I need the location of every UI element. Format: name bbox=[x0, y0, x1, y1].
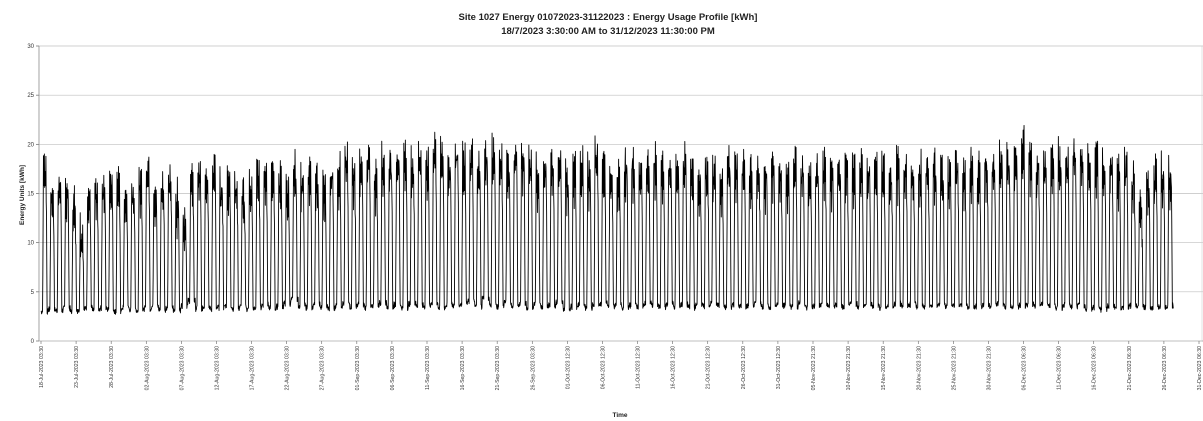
x-tick-label: 21-Dec-2023 06:30 bbox=[1127, 346, 1133, 391]
x-tick-label: 01-Sep-2023 03:30 bbox=[355, 346, 361, 391]
x-tick-label: 26-Dec-2023 06:30 bbox=[1162, 346, 1168, 391]
x-tick-label: 25-Nov-2023 21:30 bbox=[951, 346, 957, 391]
x-tick-label: 11-Dec-2023 06:30 bbox=[1057, 346, 1063, 390]
x-tick-label: 06-Oct-2023 12:30 bbox=[600, 346, 606, 389]
x-tick-label: 06-Dec-2023 06:30 bbox=[1022, 346, 1028, 391]
y-tick-label: 10 bbox=[27, 241, 34, 247]
x-tick-label: 20-Nov-2023 21:30 bbox=[916, 346, 922, 391]
x-tick-label: 31-Dec-2023 06:30 bbox=[1197, 346, 1203, 391]
x-tick-label: 21-Oct-2023 12:30 bbox=[706, 346, 712, 389]
x-tick-label: 16-Sep-2023 03:30 bbox=[460, 346, 466, 391]
y-axis-title: Energy Units [kWh] bbox=[19, 165, 26, 225]
chart-subtitle: 18/7/2023 3:30:00 AM to 31/12/2023 11:30… bbox=[501, 26, 715, 37]
x-tick-label: 07-Aug-2023 03:30 bbox=[179, 346, 185, 391]
y-tick-label: 30 bbox=[27, 44, 34, 50]
x-tick-label: 06-Sep-2023 03:30 bbox=[390, 346, 396, 391]
y-axis: 0 5 10 15 20 25 30 bbox=[27, 44, 40, 345]
x-tick-label: 21-Sep-2023 03:30 bbox=[495, 346, 501, 391]
x-tick-label: 16-Dec-2023 06:30 bbox=[1092, 346, 1098, 391]
y-tick-label: 5 bbox=[31, 290, 35, 296]
y-tick-label: 0 bbox=[31, 339, 35, 345]
x-tick-label: 22-Aug-2023 03:30 bbox=[285, 346, 291, 391]
x-tick-label: 30-Nov-2023 21:30 bbox=[986, 346, 992, 391]
energy-series-line bbox=[40, 124, 1174, 315]
y-tick-label: 20 bbox=[27, 142, 34, 148]
x-tick-label: 15-Nov-2023 21:30 bbox=[881, 346, 887, 391]
x-tick-label: 12-Aug-2023 03:30 bbox=[214, 346, 220, 391]
x-tick-label: 18-Jul-2023 03:30 bbox=[39, 346, 45, 388]
x-tick-label: 23-Jul-2023 03:30 bbox=[74, 346, 80, 388]
chart-title: Site 1027 Energy 01072023-31122023 : Ene… bbox=[459, 12, 758, 23]
x-tick-label: 16-Oct-2023 12:30 bbox=[671, 346, 677, 389]
x-tick-label: 17-Aug-2023 03:30 bbox=[250, 346, 256, 391]
x-tick-label: 31-Oct-2023 12:30 bbox=[776, 346, 782, 389]
y-tick-label: 25 bbox=[27, 93, 34, 99]
x-axis: 18-Jul-2023 03:30 23-Jul-2023 03:30 28-Jul… bbox=[39, 341, 1203, 390]
y-tick-label: 15 bbox=[27, 192, 34, 198]
x-tick-label: 26-Sep-2023 03:30 bbox=[530, 346, 536, 391]
x-tick-label: 01-Oct-2023 12:30 bbox=[565, 346, 571, 389]
x-tick-label: 10-Nov-2023 21:30 bbox=[846, 346, 852, 391]
x-axis-title: Time bbox=[612, 412, 627, 419]
x-tick-label: 02-Aug-2023 03:30 bbox=[144, 346, 150, 391]
plot-area bbox=[40, 124, 1174, 315]
x-tick-label: 26-Oct-2023 12:30 bbox=[741, 346, 747, 389]
x-tick-label: 11-Oct-2023 12:30 bbox=[636, 346, 642, 389]
x-tick-label: 28-Jul-2023 03:30 bbox=[109, 346, 115, 388]
x-tick-label: 11-Sep-2023 03:30 bbox=[425, 346, 431, 390]
x-tick-label: 05-Nov-2023 21:30 bbox=[811, 346, 817, 391]
x-tick-label: 27-Aug-2023 03:30 bbox=[320, 346, 326, 391]
